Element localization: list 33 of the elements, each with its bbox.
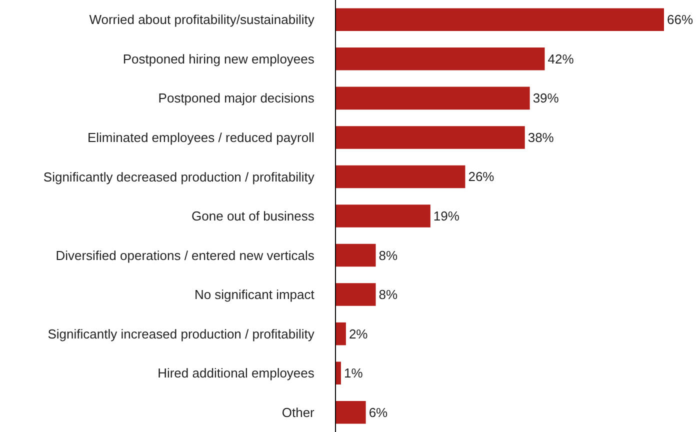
data-label: 42% — [548, 51, 574, 66]
data-label: 39% — [532, 90, 560, 106]
y-tick-label: Postponed hiring new employees — [122, 51, 315, 66]
bar — [336, 86, 530, 110]
bar — [336, 400, 366, 424]
data-label: 8% — [378, 287, 398, 302]
y-tick-label: Gone out of business — [192, 208, 315, 224]
data-label: 26% — [468, 169, 495, 184]
bar — [336, 126, 525, 149]
data-label: 19% — [433, 208, 460, 224]
bar — [336, 165, 466, 188]
data-label: 2% — [348, 326, 368, 342]
y-tick-label: Worried about profitability/sustainability — [89, 12, 315, 28]
bar — [336, 48, 545, 70]
y-tick-label: Hired additional employees — [158, 366, 315, 381]
bar — [336, 8, 664, 32]
y-tick-label: Diversified operations / entered new verticals — [56, 248, 315, 263]
data-label: 1% — [344, 366, 364, 381]
y-tick-label: Significantly increased production / profitability — [48, 326, 315, 342]
bar — [336, 322, 346, 346]
y-tick-label: No significant impact — [194, 287, 315, 302]
y-tick-label: Significantly decreased production / profitability — [43, 169, 315, 184]
y-tick-label: Other — [282, 404, 316, 420]
data-label: 66% — [667, 12, 694, 28]
bar — [336, 283, 376, 306]
y-tick-label: Postponed major decisions — [158, 90, 315, 106]
data-label: 8% — [378, 248, 398, 263]
y-tick-label: Eliminated employees / reduced payroll — [87, 130, 315, 145]
bar — [336, 362, 341, 384]
bar — [336, 204, 430, 228]
bar — [336, 244, 376, 267]
data-label: 6% — [368, 404, 388, 420]
data-label: 38% — [528, 130, 554, 145]
